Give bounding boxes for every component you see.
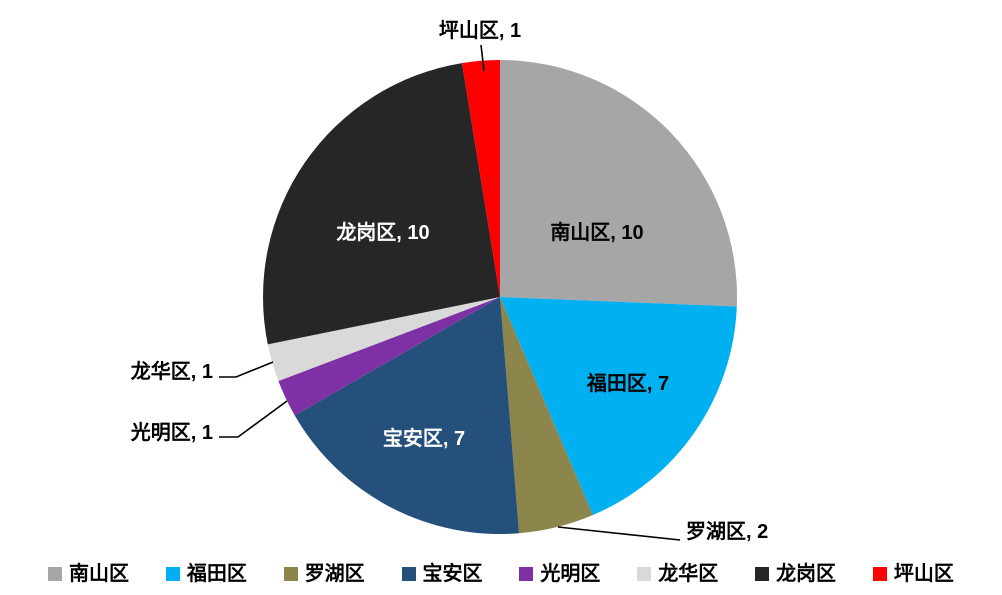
legend-swatch-guangming (519, 567, 534, 581)
pie-slice-nanshan (500, 60, 738, 307)
legend-item-luohu: 罗湖区 (283, 563, 365, 585)
pie-slice-luohu (500, 297, 593, 534)
pie-plot-area: 南山区, 10 福田区, 7 罗湖区, 2 宝安区, 7 光明区, 1 龙华区, 1 龙岗区… (130, 19, 769, 543)
legend-swatch-futian (165, 567, 180, 581)
legend-label-longgang: 龙岗区 (776, 563, 837, 585)
legend-label-longhua: 龙华区 (658, 563, 719, 585)
leader-line-longhua (219, 361, 274, 378)
data-label-longhua: 龙华区, 1 (131, 359, 213, 383)
chart-legend: 南山区 福田区 罗湖区 宝安区 光明区 龙华区 龙岗区 坪山区 (0, 556, 1002, 592)
legend-swatch-longhua (637, 567, 652, 581)
pie-slice-guangming (278, 297, 500, 416)
legend-label-futian: 福田区 (186, 563, 247, 585)
legend-label-nanshan: 南山区 (69, 563, 129, 585)
leader-line-guangming (219, 400, 288, 438)
pie-slice-futian (500, 297, 737, 516)
legend-item-pingshan: 坪山区 (872, 563, 954, 585)
legend-item-longhua: 龙华区 (637, 564, 718, 584)
legend-swatch-pingshan (872, 567, 887, 581)
legend-swatch-baoan (401, 567, 416, 581)
legend-label-pingshan: 坪山区 (893, 563, 954, 585)
legend-swatch-nanshan (48, 567, 62, 581)
legend-label-baoan: 宝安区 (422, 563, 483, 585)
legend-swatch-longgang (755, 567, 770, 581)
legend-item-longgang: 龙岗区 (755, 564, 836, 584)
pie-slice-baoan (294, 297, 520, 534)
data-label-futian: 福田区, 7 (586, 372, 669, 395)
legend-item-baoan: 宝安区 (401, 563, 483, 585)
legend-swatch-luohu (283, 567, 298, 581)
legend-item-futian: 福田区 (165, 563, 247, 585)
legend-item-guangming: 光明区 (519, 564, 600, 584)
pie-slice-longhua (267, 297, 500, 382)
legend-item-nanshan: 南山区 (48, 564, 129, 584)
legend-label-luohu: 罗湖区 (304, 563, 365, 585)
legend-label-guangming: 光明区 (540, 563, 601, 585)
data-label-nanshan: 南山区, 10 (550, 221, 643, 244)
pie-slice-pingshan (461, 60, 500, 297)
data-label-guangming: 光明区, 1 (130, 421, 213, 444)
pie-slice-longgang (262, 63, 500, 345)
leader-line-pingshan (480, 44, 485, 72)
data-label-longgang: 龙岗区, 10 (336, 220, 429, 244)
data-label-baoan: 宝安区, 7 (383, 426, 465, 450)
data-label-luohu: 罗湖区, 2 (686, 520, 768, 543)
leader-line-luohu (557, 526, 681, 541)
data-label-pingshan: 坪山区, 1 (439, 19, 521, 42)
